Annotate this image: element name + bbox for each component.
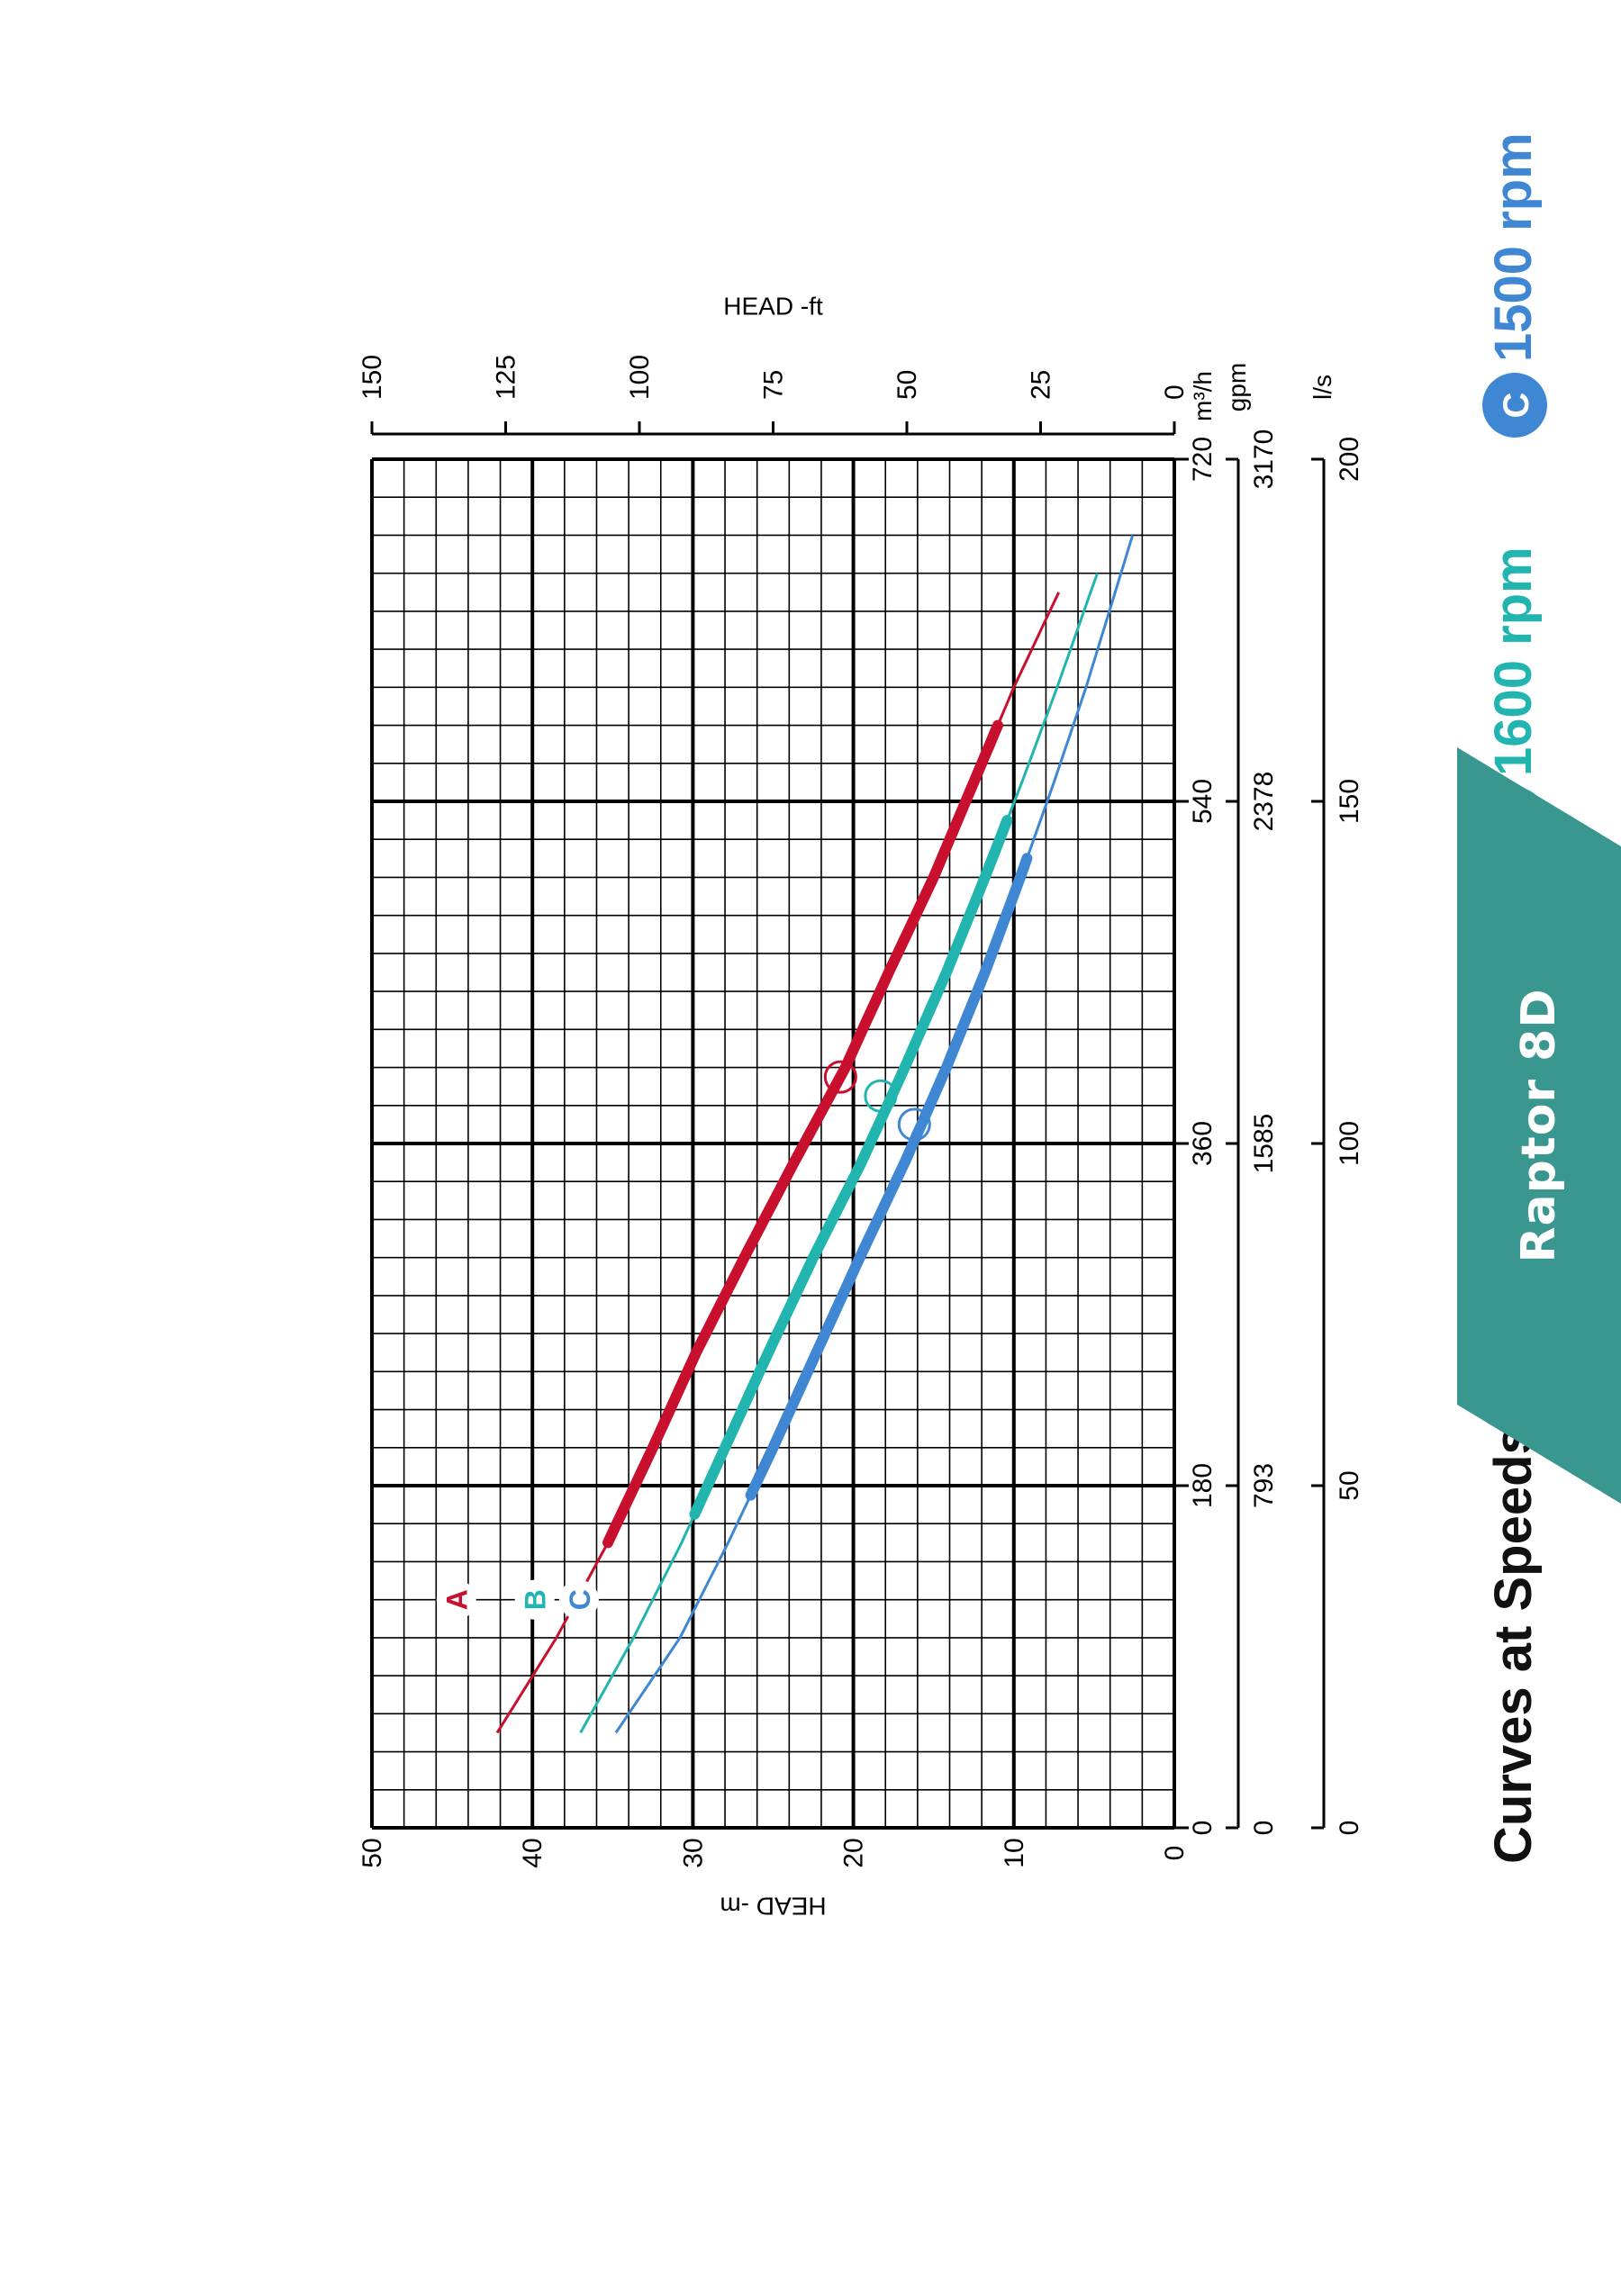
x-tick-label-gpm: 0 <box>1249 1821 1279 1836</box>
y-tick-label-m: 50 <box>358 1838 387 1867</box>
x-tick-label-gpm: 1585 <box>1249 1114 1279 1174</box>
y-tick-label-m: 10 <box>1000 1838 1029 1867</box>
y-tick-label-m: 20 <box>839 1838 869 1867</box>
x-tick-label-ls: 0 <box>1335 1821 1364 1836</box>
bep-marker-B <box>864 1079 898 1113</box>
x-tick-label-m3h: 180 <box>1188 1463 1218 1508</box>
y-tick-label-ft: 75 <box>759 370 789 400</box>
x-tick-label-gpm: 3170 <box>1249 429 1279 490</box>
legend-entry-B: 1600 rpm <box>1484 547 1543 776</box>
y-tick-label-m: 40 <box>518 1838 548 1867</box>
curve-thin-B <box>579 573 1099 1734</box>
x-tick-label-m3h: 360 <box>1188 1121 1218 1166</box>
x-tick-label-ls: 150 <box>1335 779 1364 824</box>
y-tick-label-ft: 50 <box>892 370 922 400</box>
x-unit-ls: l/s <box>1309 375 1336 400</box>
chart-title: Curves at Speeds: <box>1484 1408 1543 1864</box>
curve-marker-bg-C <box>558 1579 599 1620</box>
y-tick-label-ft: 150 <box>358 355 387 400</box>
y-tick-label-ft: 25 <box>1027 370 1056 400</box>
legend-badge-C <box>1482 373 1547 438</box>
x-tick-label-ls: 200 <box>1335 437 1364 482</box>
bep-marker-C <box>897 1107 931 1142</box>
product-name-label: Raptor 8D <box>1512 988 1566 1263</box>
curve-marker-C: C <box>564 1589 596 1610</box>
curve-bold-B <box>689 815 1013 1520</box>
x-tick-label-ls: 100 <box>1335 1121 1364 1166</box>
x-tick-label-m3h: 540 <box>1188 779 1218 824</box>
legend-badge-letter-C: C <box>1497 393 1536 419</box>
y-axis-label-m: HEAD -m <box>720 1893 826 1921</box>
x-tick-label-gpm: 2378 <box>1249 772 1279 832</box>
curve-marker-bg-A <box>436 1579 476 1620</box>
legend-entry-C: 1500 rpm <box>1484 132 1543 362</box>
y-tick-label-ft: 100 <box>625 355 655 400</box>
side-tab-polygon <box>1457 747 1621 1504</box>
curve-bold-A <box>602 719 1003 1549</box>
curve-marker-B: B <box>520 1589 552 1610</box>
curve-marker-bg-B <box>514 1579 555 1620</box>
x-unit-gpm: gpm <box>1223 363 1251 411</box>
x-tick-label-m3h: 0 <box>1188 1821 1218 1836</box>
y-tick-label-m: 0 <box>1160 1846 1190 1861</box>
bep-marker-A <box>823 1060 857 1094</box>
grid-group <box>370 457 1176 1830</box>
x-tick-label-m3h: 720 <box>1188 437 1218 482</box>
x-tick-label-gpm: 793 <box>1249 1463 1279 1508</box>
y-axis-label-ft: HEAD -ft <box>723 292 823 320</box>
y-tick-label-m: 30 <box>678 1838 708 1867</box>
y-tick-label-ft: 0 <box>1160 384 1190 400</box>
curve-marker-A: A <box>441 1589 474 1610</box>
x-tick-label-ls: 50 <box>1335 1470 1364 1500</box>
y-tick-label-ft: 125 <box>492 355 521 400</box>
curve-bold-C <box>745 853 1033 1501</box>
x-unit-m3h: m³/h <box>1189 371 1217 421</box>
side-tab-shape <box>1457 747 1621 1504</box>
